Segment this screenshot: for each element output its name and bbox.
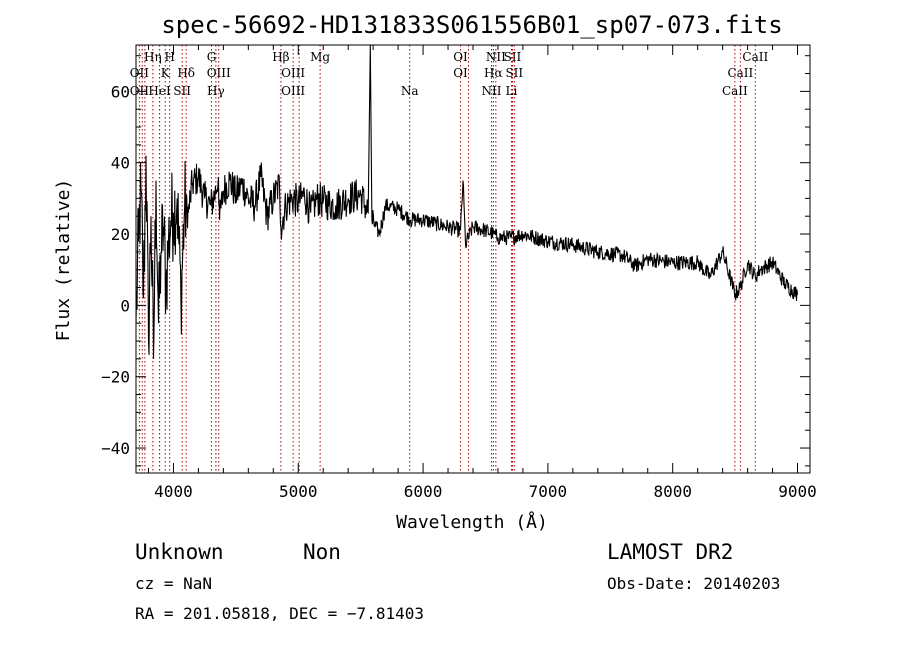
y-tick-label--20: −20 bbox=[101, 368, 130, 387]
line-label-23: Na bbox=[401, 84, 419, 98]
line-label-14: OI bbox=[453, 66, 468, 80]
line-label-26: CaII bbox=[722, 84, 748, 98]
x-tick-label-5000: 5000 bbox=[279, 482, 318, 501]
y-tick-label-20: 20 bbox=[111, 225, 130, 244]
line-label-6: NII bbox=[486, 50, 506, 64]
footer-info: Unknown Non cz = NaN RA = 201.05818, DEC… bbox=[135, 540, 780, 623]
plot-frame bbox=[135, 44, 811, 474]
line-label-2: G bbox=[207, 50, 217, 64]
line-label-9: OII bbox=[130, 66, 150, 80]
obs-date: Obs-Date: 20140203 bbox=[607, 574, 780, 593]
line-label-20: SII bbox=[173, 84, 191, 98]
chart-title: spec-56692-HD131833S061556B01_sp07-073.f… bbox=[161, 11, 782, 39]
line-label-25: Li bbox=[506, 84, 518, 98]
line-label-1: H bbox=[164, 50, 174, 64]
object-subclass: Non bbox=[303, 540, 341, 564]
y-tick-label-0: 0 bbox=[120, 296, 130, 315]
y-tick-label-60: 60 bbox=[111, 82, 130, 101]
line-label-12: OIII bbox=[207, 66, 231, 80]
line-label-5: OI bbox=[453, 50, 468, 64]
line-label-11: Hδ bbox=[177, 66, 195, 80]
x-tick-label-7000: 7000 bbox=[529, 482, 568, 501]
line-label-15: Hα bbox=[484, 66, 503, 80]
redshift-text: cz = NaN bbox=[135, 574, 212, 593]
x-axis-label: Wavelength (Å) bbox=[396, 511, 548, 533]
y-tick-label-40: 40 bbox=[111, 154, 130, 173]
line-label-19: HeI bbox=[148, 84, 171, 98]
ra-dec-text: RA = 201.05818, DEC = −7.81403 bbox=[135, 604, 424, 623]
x-tick-label-6000: 6000 bbox=[404, 482, 443, 501]
line-label-7: SII bbox=[504, 50, 522, 64]
x-axis: 4000 5000 6000 7000 8000 9000 bbox=[147, 45, 817, 501]
object-class: Unknown bbox=[135, 540, 224, 564]
line-label-21: Hγ bbox=[207, 84, 225, 98]
line-label-0: Hη bbox=[144, 50, 162, 64]
line-label-17: CaII bbox=[727, 66, 753, 80]
line-label-8: CaII bbox=[742, 50, 768, 64]
y-tick-label--40: −40 bbox=[101, 439, 130, 458]
x-tick-label-4000: 4000 bbox=[154, 482, 193, 501]
x-tick-label-9000: 9000 bbox=[778, 482, 817, 501]
line-label-24: NII bbox=[481, 84, 501, 98]
line-label-22: OIII bbox=[281, 84, 305, 98]
spectrum-line bbox=[135, 44, 799, 359]
survey-name: LAMOST DR2 bbox=[607, 540, 733, 564]
line-label-4: Mg bbox=[310, 50, 330, 64]
line-markers bbox=[138, 45, 756, 473]
line-label-3: Hβ bbox=[272, 50, 289, 64]
y-axis-label: Flux (relative) bbox=[53, 179, 74, 342]
line-label-16: SII bbox=[505, 66, 523, 80]
line-label-10: K bbox=[161, 66, 171, 80]
y-axis: −40 −20 0 20 40 60 bbox=[101, 55, 810, 467]
x-tick-label-8000: 8000 bbox=[653, 482, 692, 501]
line-label-13: OIII bbox=[281, 66, 305, 80]
